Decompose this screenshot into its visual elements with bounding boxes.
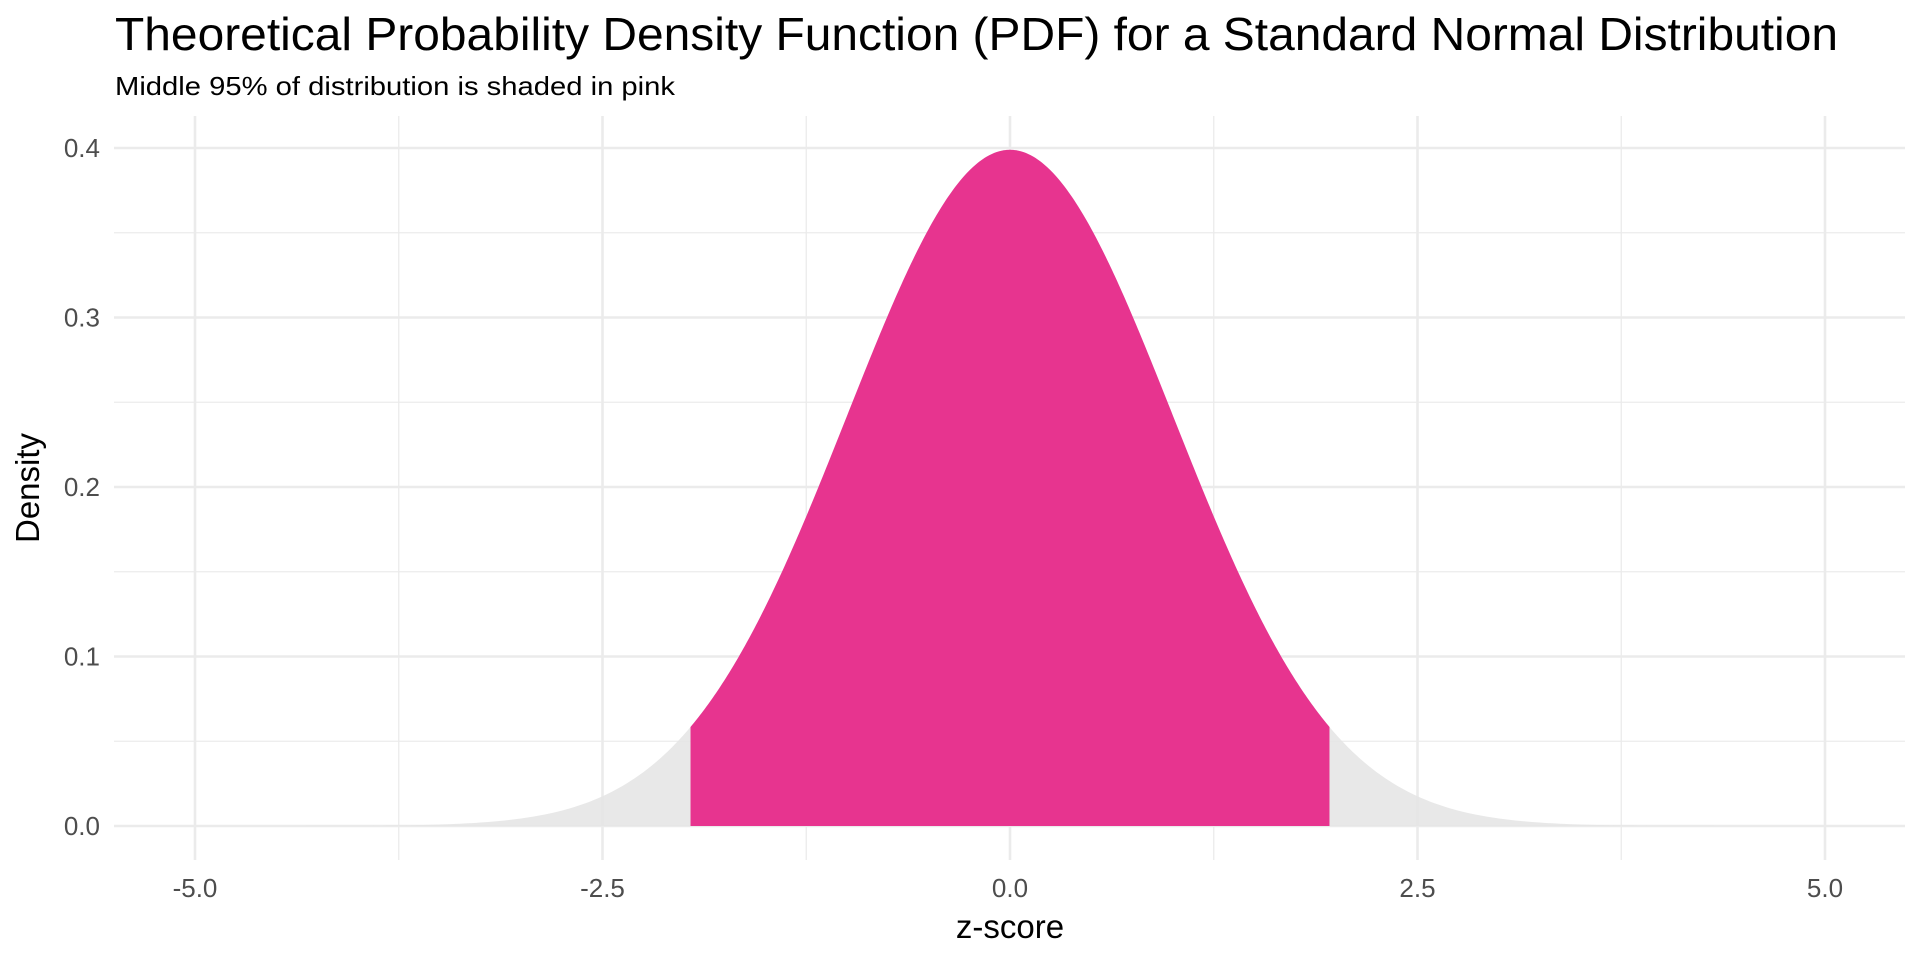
x-tick-label: -5.0 [173,873,218,903]
chart-title: Theoretical Probability Density Function… [115,8,1838,60]
y-tick-label: 0.3 [64,303,100,333]
middle-95-area [690,149,1330,827]
x-tick-label: 5.0 [1807,873,1843,903]
x-axis-ticks: -5.0 -2.5 0.0 2.5 5.0 [173,873,1843,903]
x-tick-label: -2.5 [580,873,625,903]
y-tick-label: 0.0 [64,811,100,841]
x-tick-label: 2.5 [1399,873,1435,903]
grid-lines [114,116,1905,860]
y-tick-label: 0.2 [64,472,100,502]
x-tick-label: 0.0 [992,873,1028,903]
chart-subtitle: Middle 95% of distribution is shaded in … [115,71,676,101]
x-axis-title: z-score [956,908,1064,945]
y-axis-title: Density [9,432,46,543]
y-tick-label: 0.4 [64,133,100,163]
y-axis-ticks: 0.0 0.1 0.2 0.3 0.4 [64,133,100,841]
y-tick-label: 0.1 [64,642,100,672]
